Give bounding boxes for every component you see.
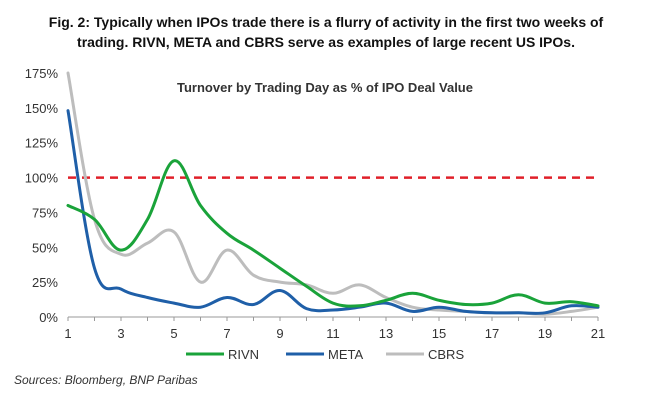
- series-lines: [66, 71, 600, 316]
- x-axis-ticks: 1 3 5 7 9 11 13 15 17 19 21: [64, 317, 605, 341]
- x-tick-label: 19: [538, 326, 552, 341]
- legend-label-rivn: RIVN: [228, 347, 259, 362]
- y-tick-label: 25%: [32, 275, 58, 290]
- x-tick-label: 21: [591, 326, 605, 341]
- x-tick-label: 11: [326, 326, 340, 341]
- legend: RIVN META CBRS: [186, 347, 464, 362]
- legend-label-meta: META: [328, 347, 363, 362]
- x-tick-label: 3: [117, 326, 124, 341]
- y-tick-label: 50%: [32, 240, 58, 255]
- x-tick-label: 15: [432, 326, 446, 341]
- series-line-rivn: [66, 159, 600, 308]
- y-tick-label: 0%: [39, 310, 58, 325]
- source-note: Sources: Bloomberg, BNP Paribas: [14, 373, 198, 387]
- y-tick-label: 125%: [25, 136, 59, 151]
- x-tick-label: 1: [64, 326, 71, 341]
- y-tick-label: 150%: [25, 101, 59, 116]
- series-line-cbrs: [66, 71, 600, 316]
- chart-title: Turnover by Trading Day as % of IPO Deal…: [177, 80, 473, 95]
- x-tick-label: 17: [485, 326, 499, 341]
- figure-title-line-1: Fig. 2: Typically when IPOs trade there …: [48, 14, 604, 30]
- x-tick-label: 9: [276, 326, 283, 341]
- y-tick-label: 100%: [25, 171, 59, 186]
- x-tick-label: 7: [223, 326, 230, 341]
- x-tick-label: 13: [379, 326, 393, 341]
- legend-label-cbrs: CBRS: [428, 347, 464, 362]
- figure-title-line-2: trading. RIVN, META and CBRS serve as ex…: [77, 34, 575, 50]
- y-tick-label: 75%: [32, 205, 58, 220]
- x-tick-label: 5: [170, 326, 177, 341]
- y-axis-ticks: 0% 25% 50% 75% 100% 125% 150% 175%: [25, 66, 59, 325]
- y-tick-label: 175%: [25, 66, 59, 81]
- series-line-meta: [66, 109, 600, 315]
- figure-title: Fig. 2: Typically when IPOs trade there …: [0, 12, 652, 52]
